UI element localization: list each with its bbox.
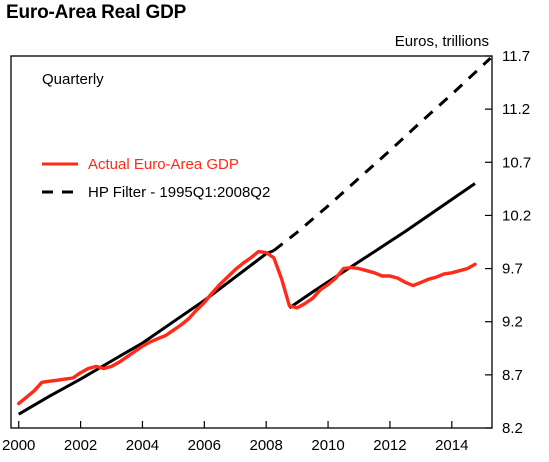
tick-layer: 2000 2002 2004 2006 2008 2010 2012 2014 8.2 8.7 9.… [2, 48, 531, 454]
y-unit-label: Euros, trillions [395, 33, 489, 50]
series-line-hp-filter [17, 249, 275, 416]
y-tick-label: 9.7 [502, 261, 523, 278]
axes-layer [10, 55, 493, 429]
x-tick-label: 2004 [126, 437, 159, 454]
annotation-layer: Euros, trillions Quarterly Actual Euro-A… [42, 33, 489, 201]
y-tick-label: 11.7 [502, 48, 530, 65]
series-layer [17, 57, 492, 416]
legend-label-hp-filter: HP Filter - 1995Q1:2008Q2 [88, 184, 270, 201]
x-tick-label: 2010 [311, 437, 344, 454]
frequency-note: Quarterly [42, 71, 104, 88]
y-tick-label: 8.7 [502, 367, 523, 384]
x-tick-label: 2006 [188, 437, 221, 454]
y-tick-label: 9.2 [502, 314, 523, 331]
series-line-post-crisis-trend [288, 182, 476, 310]
series-line-hp-filter-projection [272, 57, 492, 252]
chart-title: Euro-Area Real GDP [6, 2, 187, 23]
x-tick-label: 2002 [64, 437, 97, 454]
y-tick-label: 11.2 [502, 101, 530, 118]
legend-label-actual: Actual Euro-Area GDP [88, 156, 239, 173]
y-tick-label: 10.2 [502, 207, 531, 224]
plot-frame [10, 55, 493, 429]
x-tick-label: 2008 [250, 437, 283, 454]
x-tick-label: 2000 [2, 437, 35, 454]
x-tick-label: 2014 [435, 437, 468, 454]
y-tick-label: 10.7 [502, 154, 531, 171]
series-line-actual-gdp [17, 249, 477, 406]
x-tick-label: 2012 [373, 437, 406, 454]
y-tick-label: 8.2 [502, 420, 523, 437]
